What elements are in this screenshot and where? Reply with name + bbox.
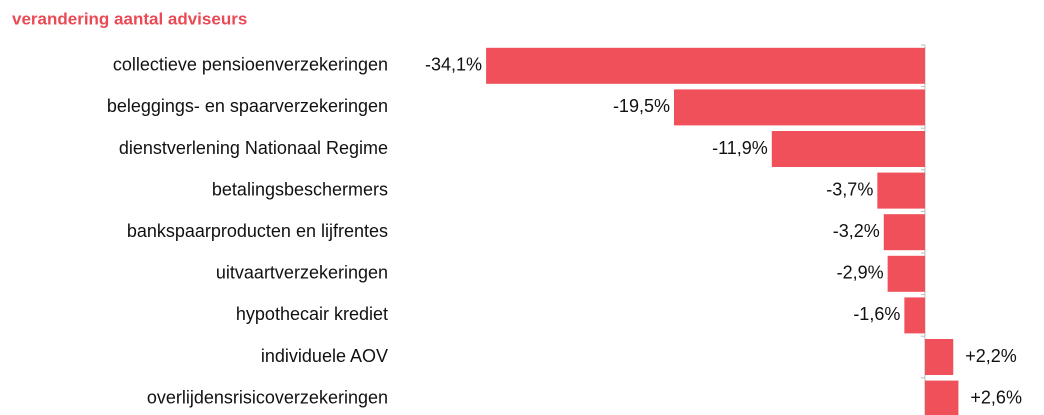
value-label: -2,9%: [837, 263, 884, 283]
value-label: -1,6%: [853, 304, 900, 324]
bar: [486, 47, 925, 84]
bar: [877, 172, 925, 209]
value-label: -11,9%: [712, 138, 768, 158]
category-label: dienstverlening Nationaal Regime: [119, 138, 388, 158]
category-label: beleggings- en spaarverzekeringen: [107, 96, 388, 116]
category-label: hypothecair krediet: [236, 304, 388, 324]
bar: [883, 214, 925, 251]
value-label: -19,5%: [613, 96, 670, 116]
bar: [887, 255, 925, 292]
bar: [924, 339, 954, 375]
bar: [673, 89, 925, 126]
category-label: bankspaarproducten en lijfrentes: [127, 221, 388, 241]
value-label: +2,2%: [965, 346, 1017, 366]
value-label: +2,6%: [970, 387, 1022, 407]
bar: [924, 380, 959, 415]
category-label: uitvaartverzekeringen: [216, 263, 388, 283]
bar: [771, 131, 925, 167]
chart-title: verandering aantal adviseurs: [12, 9, 247, 28]
category-label: betalingsbeschermers: [212, 179, 388, 199]
bar: [904, 297, 925, 334]
category-label: collectieve pensioenverzekeringen: [113, 55, 388, 75]
value-label: -34,1%: [425, 55, 482, 75]
category-label: overlijdensrisicoverzekeringen: [147, 387, 388, 407]
value-label: -3,7%: [826, 179, 873, 199]
value-label: -3,2%: [833, 221, 880, 241]
category-label: individuele AOV: [261, 346, 388, 366]
